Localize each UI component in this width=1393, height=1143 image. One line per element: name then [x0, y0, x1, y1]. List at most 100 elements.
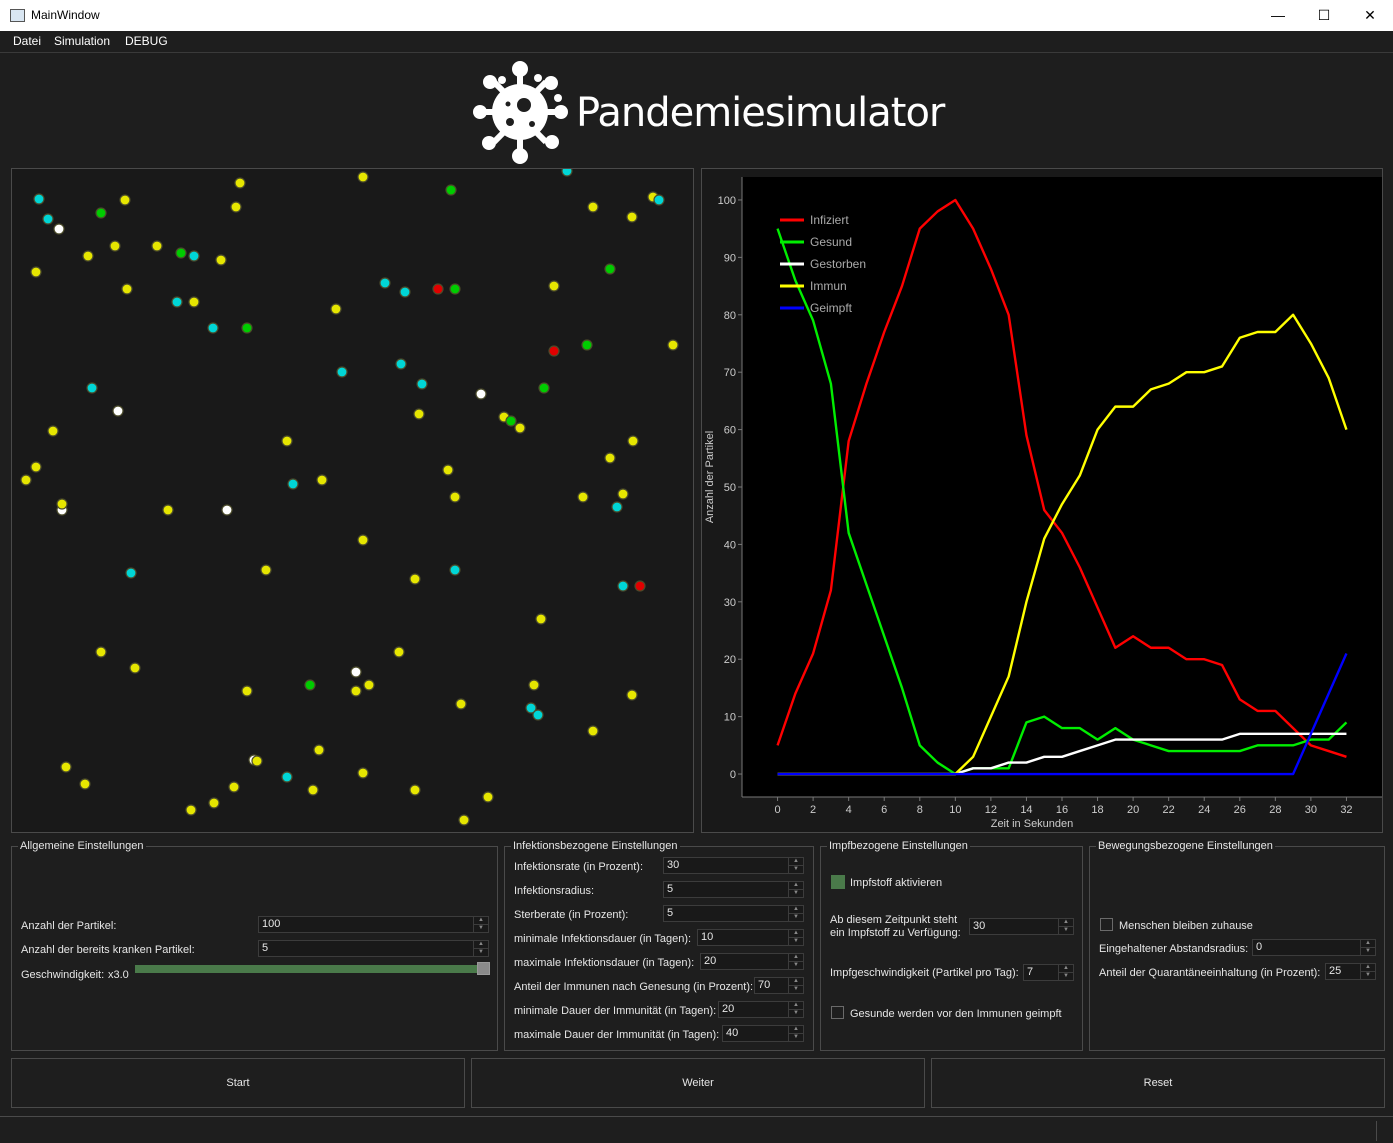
- menu-simulation[interactable]: Simulation: [54, 34, 111, 48]
- spin-down-icon[interactable]: ▼: [789, 986, 803, 994]
- particle-immune: [208, 797, 220, 809]
- reset-button[interactable]: Reset: [931, 1058, 1385, 1108]
- particle-immune: [228, 781, 240, 793]
- group-title: Impfbezogene Einstellungen: [827, 840, 970, 852]
- vaccine-available-value: 30: [973, 920, 986, 932]
- quarantine-spinbox[interactable]: 25 ▲ ▼: [1325, 963, 1376, 980]
- particle-immune: [535, 613, 547, 625]
- x-tick-label: 14: [1020, 804, 1032, 816]
- spin-up-icon[interactable]: ▲: [474, 941, 488, 949]
- particle-immune: [449, 491, 461, 503]
- sick-particles-spinbox[interactable]: 5 ▲ ▼: [258, 940, 489, 957]
- spin-down-icon[interactable]: ▼: [789, 1010, 803, 1018]
- particle-immune: [363, 679, 375, 691]
- spin-down-icon[interactable]: ▼: [789, 962, 803, 970]
- particle-dead: [112, 405, 124, 417]
- spin-down-icon[interactable]: ▼: [789, 890, 803, 898]
- vaccination-speed-spinbox[interactable]: 7 ▲ ▼: [1023, 964, 1074, 981]
- min-infection-duration-spinbox[interactable]: 10 ▲ ▼: [697, 929, 804, 946]
- healthy-first-checkbox[interactable]: [831, 1006, 844, 1019]
- spin-down-icon[interactable]: ▼: [474, 925, 488, 933]
- vaccine-activate-checkbox[interactable]: [831, 875, 845, 889]
- particle-immune: [350, 685, 362, 697]
- particle-dead: [221, 504, 233, 516]
- particle-immune: [60, 761, 72, 773]
- y-tick-label: 0: [730, 769, 736, 781]
- spin-down-icon[interactable]: ▼: [1059, 927, 1073, 935]
- spin-up-icon[interactable]: ▲: [1361, 964, 1375, 972]
- spin-down-icon[interactable]: ▼: [789, 914, 803, 922]
- stay-home-checkbox[interactable]: [1100, 918, 1113, 931]
- size-grip-icon[interactable]: [1376, 1121, 1391, 1141]
- spin-up-icon[interactable]: ▲: [789, 906, 803, 914]
- particle-dead: [53, 223, 65, 235]
- x-tick-label: 24: [1198, 804, 1210, 816]
- particle-vaccinated: [379, 277, 391, 289]
- spin-down-icon[interactable]: ▼: [1361, 948, 1375, 956]
- death-rate-spinbox[interactable]: 5 ▲ ▼: [663, 905, 804, 922]
- spin-down-icon[interactable]: ▼: [789, 938, 803, 946]
- particle-immune: [604, 452, 616, 464]
- spin-up-icon[interactable]: ▲: [789, 930, 803, 938]
- distance-radius-value: 0: [1256, 941, 1263, 953]
- immune-share-value: 70: [758, 979, 771, 991]
- particle-immune: [251, 755, 263, 767]
- x-tick-label: 6: [881, 804, 887, 816]
- spin-up-icon[interactable]: ▲: [1059, 965, 1073, 973]
- max-immunity-duration-spinbox[interactable]: 40 ▲ ▼: [722, 1025, 804, 1042]
- immune-share-spinbox[interactable]: 70 ▲ ▼: [754, 977, 804, 994]
- x-tick-label: 30: [1305, 804, 1317, 816]
- particle-infected: [432, 283, 444, 295]
- particle-immune: [20, 474, 32, 486]
- spin-up-icon[interactable]: ▲: [474, 917, 488, 925]
- particle-immune: [188, 296, 200, 308]
- weiter-button[interactable]: Weiter: [471, 1058, 925, 1108]
- menu-bar: Datei Simulation DEBUG: [0, 31, 1393, 53]
- simulation-canvas[interactable]: [11, 168, 694, 833]
- particle-healthy: [449, 283, 461, 295]
- spin-up-icon[interactable]: ▲: [789, 978, 803, 986]
- particle-immune: [162, 504, 174, 516]
- distance-radius-spinbox[interactable]: 0 ▲ ▼: [1252, 939, 1376, 956]
- spin-up-icon[interactable]: ▲: [789, 858, 803, 866]
- particle-immune: [313, 744, 325, 756]
- particle-immune: [109, 240, 121, 252]
- infection-radius-spinbox[interactable]: 5 ▲ ▼: [663, 881, 804, 898]
- x-tick-label: 2: [810, 804, 816, 816]
- spin-up-icon[interactable]: ▲: [1361, 940, 1375, 948]
- spin-up-icon[interactable]: ▲: [789, 1002, 803, 1010]
- minimize-button[interactable]: —: [1271, 7, 1285, 23]
- spin-down-icon[interactable]: ▼: [474, 949, 488, 957]
- particle-immune: [30, 266, 42, 278]
- infection-rate-spinbox[interactable]: 30 ▲ ▼: [663, 857, 804, 874]
- window-titlebar: MainWindow — ☐ ✕: [0, 0, 1393, 31]
- particle-healthy: [505, 415, 517, 427]
- spin-down-icon[interactable]: ▼: [1059, 973, 1073, 981]
- spin-up-icon[interactable]: ▲: [789, 954, 803, 962]
- infection-rate-value: 30: [667, 859, 680, 871]
- spin-down-icon[interactable]: ▼: [1361, 972, 1375, 980]
- min-immunity-duration-spinbox[interactable]: 20 ▲ ▼: [718, 1001, 804, 1018]
- spin-up-icon[interactable]: ▲: [789, 1026, 803, 1034]
- particles-spinbox[interactable]: 100 ▲ ▼: [258, 916, 489, 933]
- vaccine-available-spinbox[interactable]: 30 ▲ ▼: [969, 918, 1074, 935]
- maximize-button[interactable]: ☐: [1317, 7, 1331, 23]
- speed-slider[interactable]: [135, 962, 490, 975]
- max-infection-duration-spinbox[interactable]: 20 ▲ ▼: [700, 953, 804, 970]
- spin-down-icon[interactable]: ▼: [789, 866, 803, 874]
- particle-immune: [548, 280, 560, 292]
- vaccination-speed-label: Impfgeschwindigkeit (Partikel pro Tag):: [830, 967, 1019, 979]
- menu-debug[interactable]: DEBUG: [125, 34, 168, 48]
- spin-up-icon[interactable]: ▲: [1059, 919, 1073, 927]
- start-button[interactable]: Start: [11, 1058, 465, 1108]
- speed-slider-handle[interactable]: [477, 962, 490, 975]
- y-axis-label: Anzahl der Partikel: [704, 431, 716, 523]
- spin-down-icon[interactable]: ▼: [789, 1034, 803, 1042]
- particle-vaccinated: [86, 382, 98, 394]
- x-tick-label: 12: [985, 804, 997, 816]
- close-button[interactable]: ✕: [1364, 7, 1376, 23]
- vaccine-activate-label: Impfstoff aktivieren: [850, 877, 943, 889]
- group-vaccination-settings: Impfbezogene Einstellungen Impfstoff akt…: [820, 840, 1083, 1051]
- menu-datei[interactable]: Datei: [13, 34, 42, 48]
- spin-up-icon[interactable]: ▲: [789, 882, 803, 890]
